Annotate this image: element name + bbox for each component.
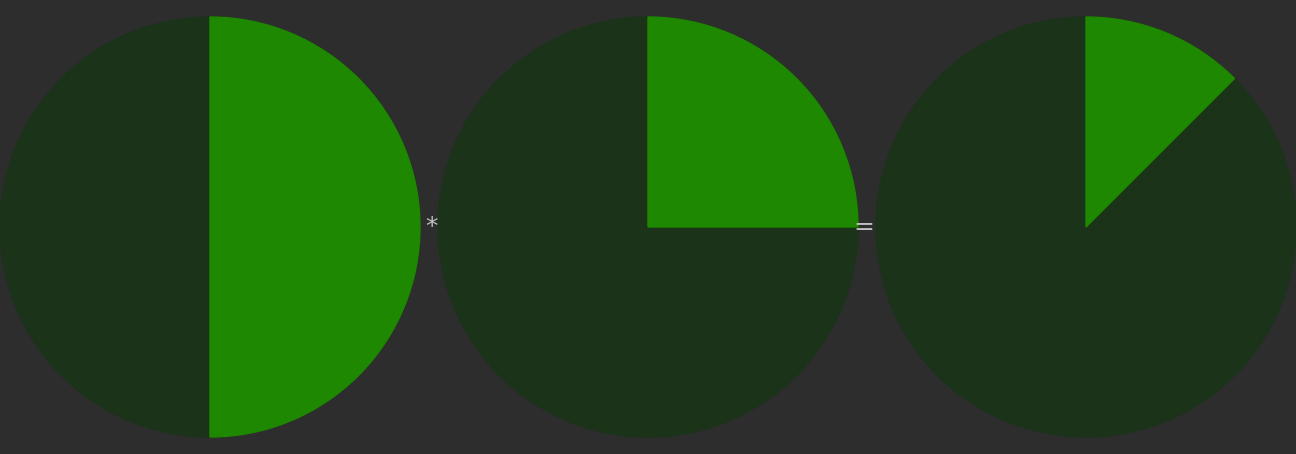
Circle shape (0, 17, 420, 437)
Wedge shape (648, 17, 858, 227)
Wedge shape (1086, 17, 1235, 227)
Circle shape (438, 17, 858, 437)
Text: *: * (426, 215, 438, 239)
Wedge shape (210, 17, 420, 437)
Circle shape (876, 17, 1296, 437)
Text: =: = (854, 215, 875, 239)
